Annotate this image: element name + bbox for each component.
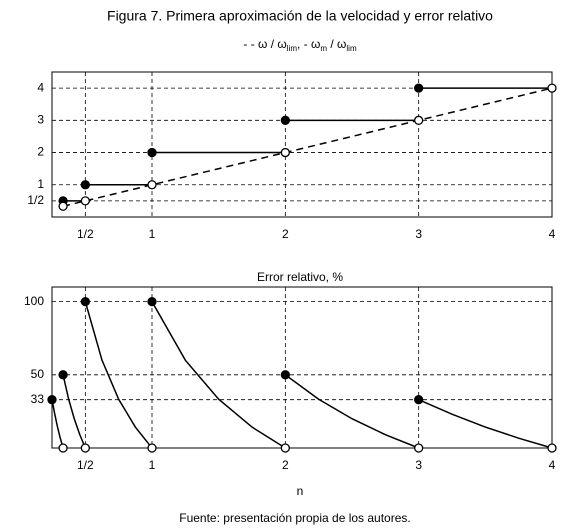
y-tick-label: 1/2 [27, 193, 44, 207]
y-tick-label: 1 [37, 177, 44, 191]
x-tick-label: 3 [415, 227, 422, 241]
series-line [84, 301, 153, 449]
y-tick-label: 2 [37, 145, 44, 159]
open-marker [280, 443, 290, 453]
open-marker [58, 443, 68, 453]
plot-frame [51, 286, 553, 449]
open-marker [414, 443, 424, 453]
y-tick-label: 100 [24, 294, 44, 308]
x-tick-label: 2 [282, 227, 289, 241]
series-line [284, 374, 419, 449]
x-tick-label: 1 [149, 227, 156, 241]
subtitle-part: - - ω / ω [243, 37, 286, 51]
open-marker [80, 196, 90, 206]
filled-marker [414, 395, 424, 405]
open-marker [147, 180, 157, 190]
series-line [418, 399, 553, 449]
filled-marker [147, 147, 157, 158]
series-line [151, 301, 286, 449]
subscript: m [320, 44, 327, 53]
subtitle-part: , - ω [297, 37, 320, 51]
x-tick-label: 1/2 [77, 458, 94, 472]
filled-marker [280, 370, 290, 380]
series-line [62, 374, 87, 449]
open-marker [414, 115, 424, 125]
series-line [51, 399, 64, 449]
x-axis-label: n [297, 484, 304, 498]
filled-marker [280, 115, 290, 125]
plot-frame [51, 71, 553, 218]
y-tick-label: 4 [37, 80, 44, 94]
chart-title: Figura 7. Primera aproximación de la vel… [107, 8, 493, 24]
filled-marker [414, 83, 424, 93]
open-marker [280, 147, 290, 158]
x-tick-label: 1/2 [77, 227, 94, 241]
filled-marker [80, 296, 90, 307]
y-tick-label: 3 [37, 113, 44, 127]
x-tick-label: 1 [149, 458, 156, 472]
y-tick-label: 33 [31, 392, 45, 406]
open-marker [547, 83, 557, 93]
open-marker [147, 443, 157, 453]
subplot-title: Error relativo, % [257, 270, 343, 284]
x-tick-label: 3 [415, 458, 422, 472]
open-marker [80, 443, 90, 453]
x-tick-label: 4 [549, 458, 556, 472]
source-note: Fuente: presentación propia de los autor… [179, 511, 410, 525]
subtitle-part: / ω [327, 37, 346, 51]
subtitle: - - ω / ωlim, - ωm / ωlim [243, 37, 357, 53]
x-tick-label: 4 [549, 227, 556, 241]
filled-marker [80, 180, 90, 190]
open-marker [58, 201, 68, 211]
x-tick-label: 2 [282, 458, 289, 472]
subscript: lim [287, 44, 298, 53]
filled-marker [47, 395, 57, 405]
filled-marker [147, 296, 157, 307]
y-tick-label: 50 [31, 367, 45, 381]
series-line [62, 87, 553, 207]
open-marker [547, 443, 557, 453]
subscript: lim [346, 44, 357, 53]
filled-marker [58, 370, 68, 380]
